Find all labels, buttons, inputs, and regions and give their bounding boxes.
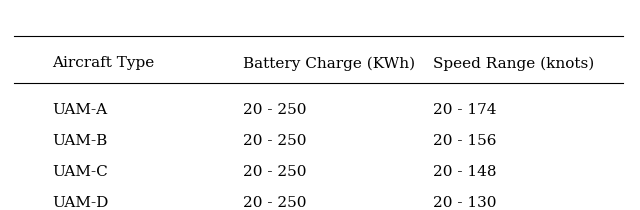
Text: 20 - 148: 20 - 148 [433, 165, 497, 179]
Text: 20 - 250: 20 - 250 [243, 103, 306, 117]
Text: 20 - 130: 20 - 130 [433, 196, 497, 210]
Text: 20 - 250: 20 - 250 [243, 165, 306, 179]
Text: 20 - 174: 20 - 174 [433, 103, 497, 117]
Text: Aircraft Type: Aircraft Type [52, 56, 154, 70]
Text: UAM-D: UAM-D [52, 196, 109, 210]
Text: UAM-B: UAM-B [52, 134, 108, 148]
Text: UAM-C: UAM-C [52, 165, 108, 179]
Text: 20 - 250: 20 - 250 [243, 134, 306, 148]
Text: Speed Range (knots): Speed Range (knots) [433, 56, 594, 71]
Text: 20 - 250: 20 - 250 [243, 196, 306, 210]
Text: Battery Charge (KWh): Battery Charge (KWh) [243, 56, 415, 71]
Text: 20 - 156: 20 - 156 [433, 134, 497, 148]
Text: UAM-A: UAM-A [52, 103, 108, 117]
